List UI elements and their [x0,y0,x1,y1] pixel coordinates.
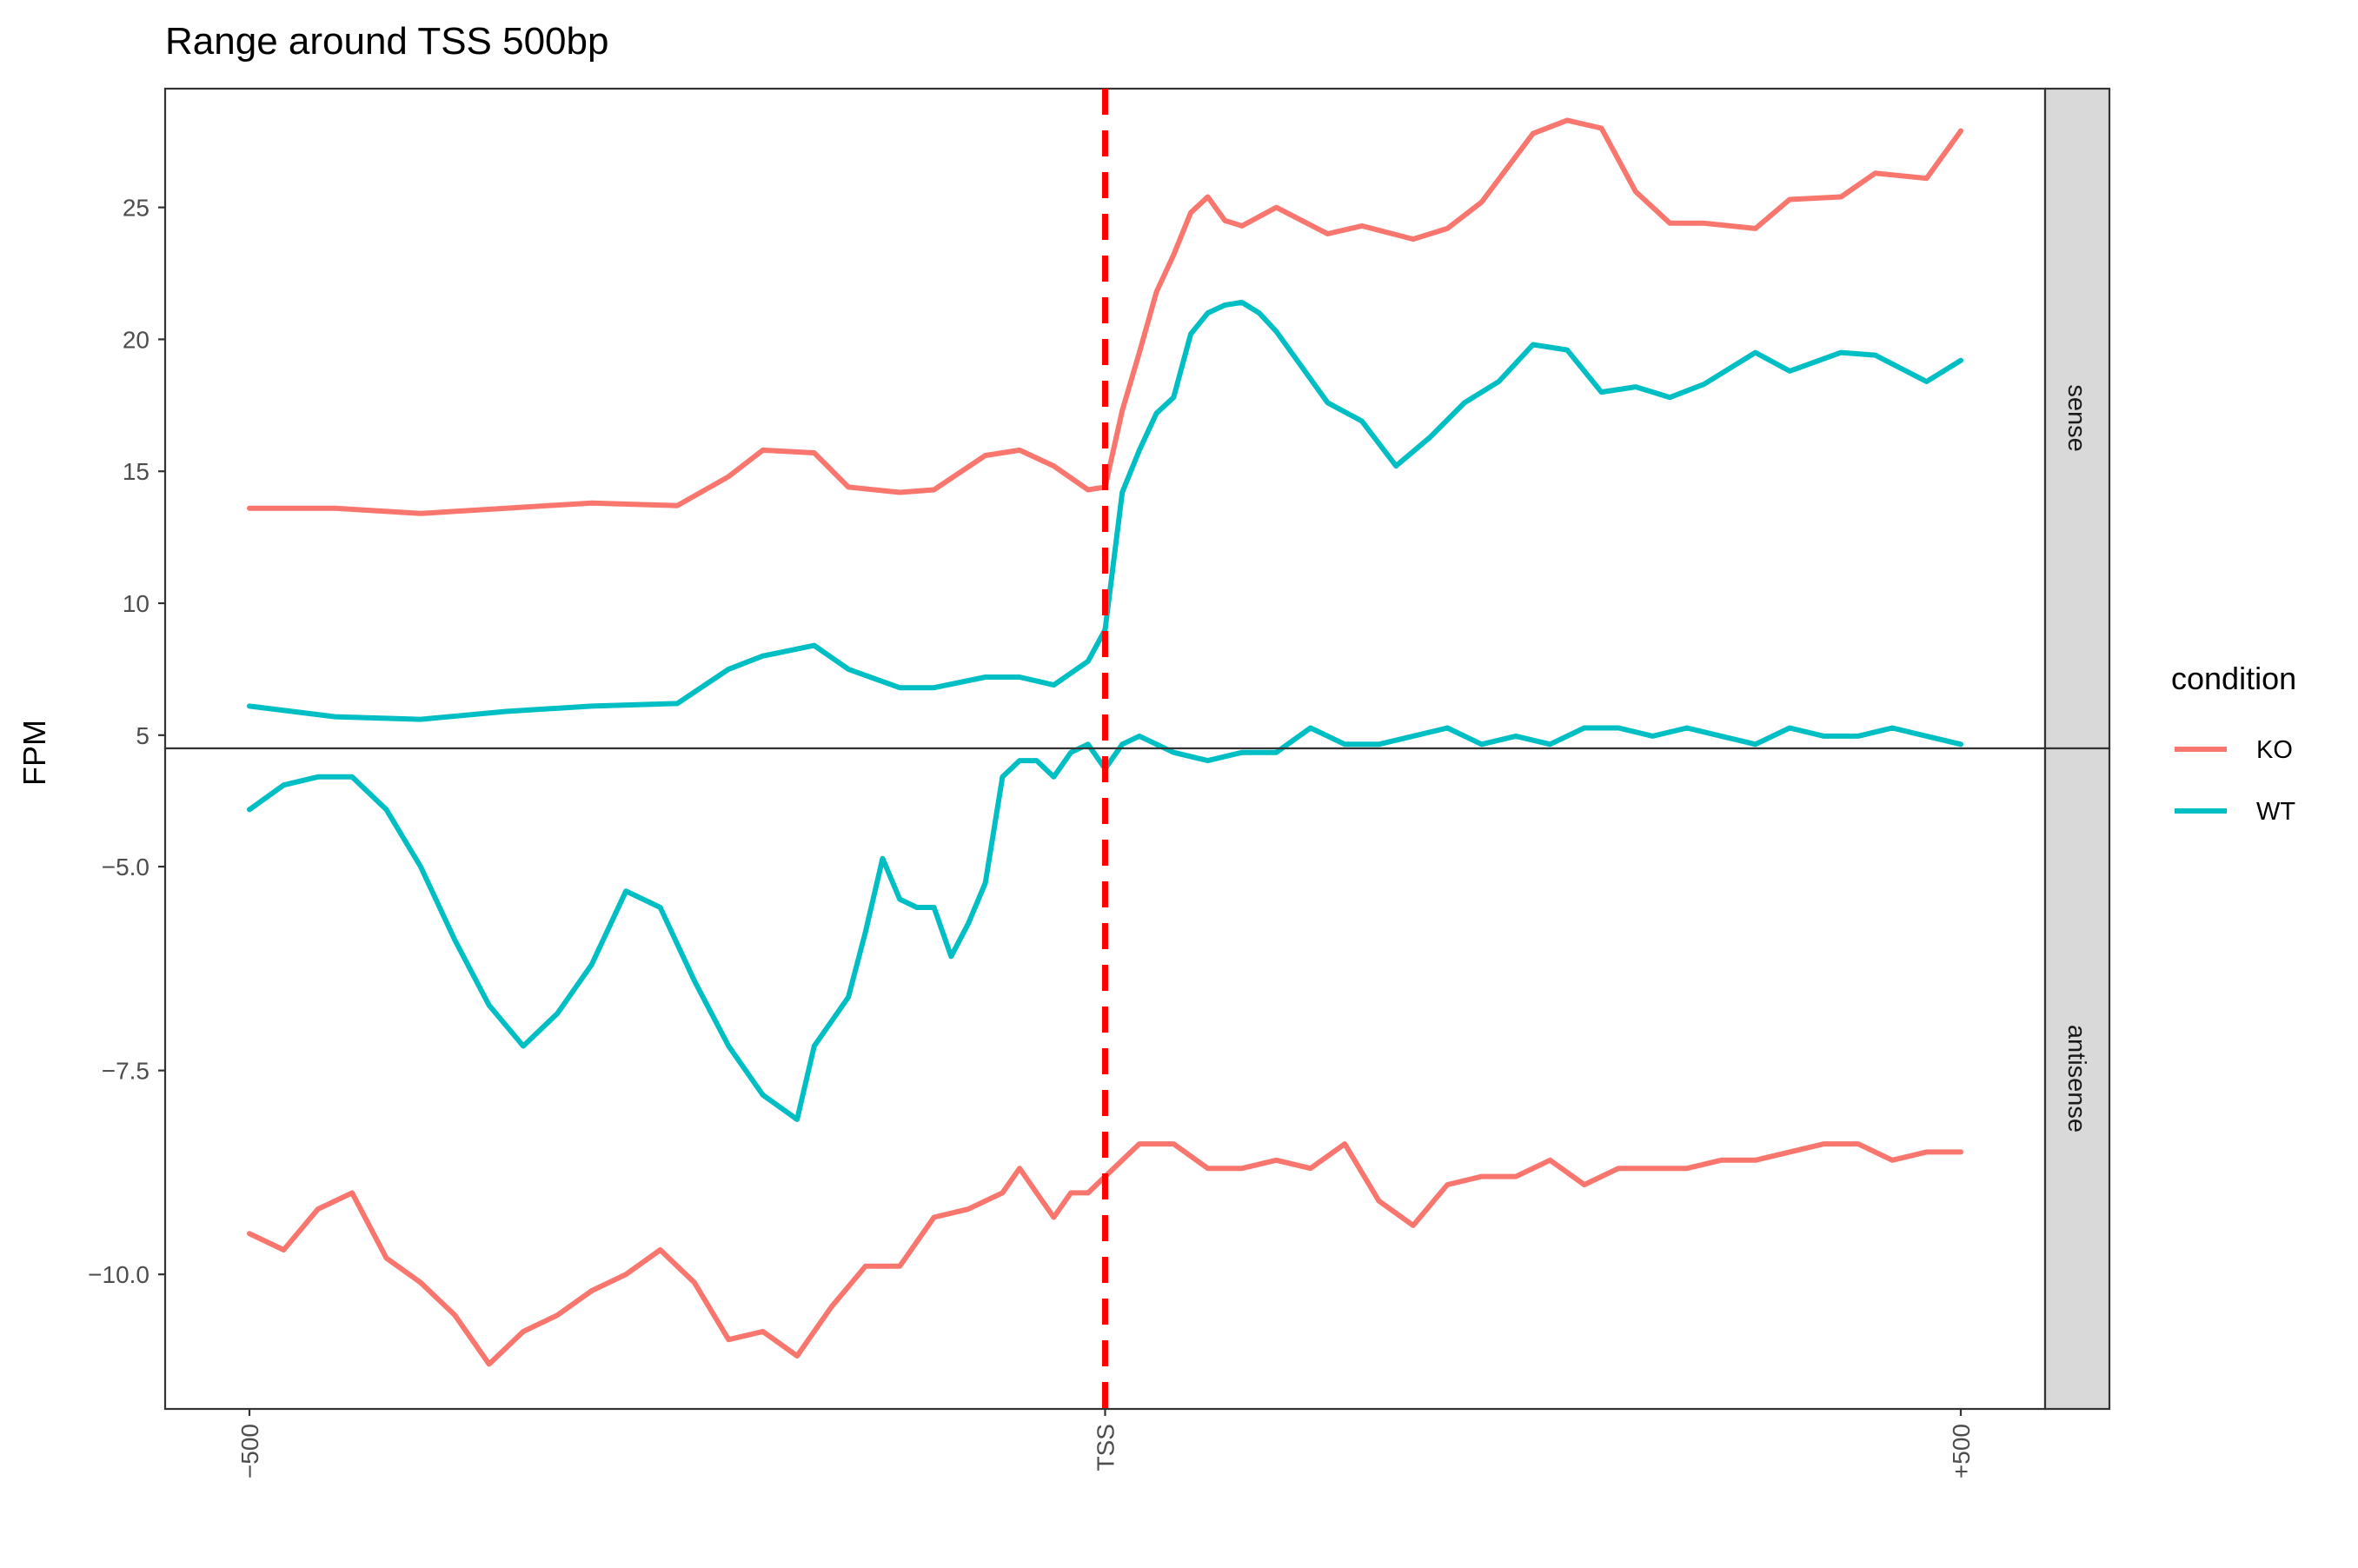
y-tick-label-sense: 25 [123,195,149,222]
y-tick-label-antisense: −10.0 [88,1261,149,1288]
x-tick-label-tss: TSS [1093,1424,1119,1471]
y-tick-label-antisense: −5.0 [102,854,149,880]
panel-antisense-series [247,725,1963,1367]
y-tick-label-sense: 20 [123,326,149,353]
y-tick-label-sense: 10 [123,590,149,617]
series-line-antisense-ko [247,1141,1963,1367]
x-tick-label-plus500: +500 [1948,1424,1975,1478]
legend-title: condition [2171,661,2296,696]
strip-antisense [2043,747,2111,1411]
y-tick-label-sense: 5 [136,722,149,749]
strip-sense-label: sense [2062,384,2090,451]
panel-antisense: −5.0 −7.5 −10.0 antisense [88,725,2111,1411]
strip-sense [2043,87,2111,750]
series-line-antisense-wt [247,725,1963,1122]
x-axis: −500 TSS +500 [236,1409,1975,1478]
series-line-sense-wt [247,299,1963,722]
strip-antisense-label: antisense [2062,1025,2090,1133]
legend-label-ko: KO [2256,736,2293,764]
y-axis-title: FPM [17,720,52,786]
y-tick-label-sense: 15 [123,458,149,485]
panel-sense-y-axis: 5 10 15 20 25 [123,195,165,749]
panel-sense: 5 10 15 20 25 sense [123,87,2111,750]
series-line-sense-ko [247,117,1963,516]
legend: condition KO WT [2171,661,2296,826]
x-tick-label-minus500: −500 [236,1424,263,1478]
y-tick-label-antisense: −7.5 [102,1058,149,1085]
panel-sense-series [247,117,1963,722]
legend-label-wt: WT [2256,798,2295,826]
chart-title: Range around TSS 500bp [165,20,608,63]
panel-antisense-y-axis: −5.0 −7.5 −10.0 [88,854,165,1288]
